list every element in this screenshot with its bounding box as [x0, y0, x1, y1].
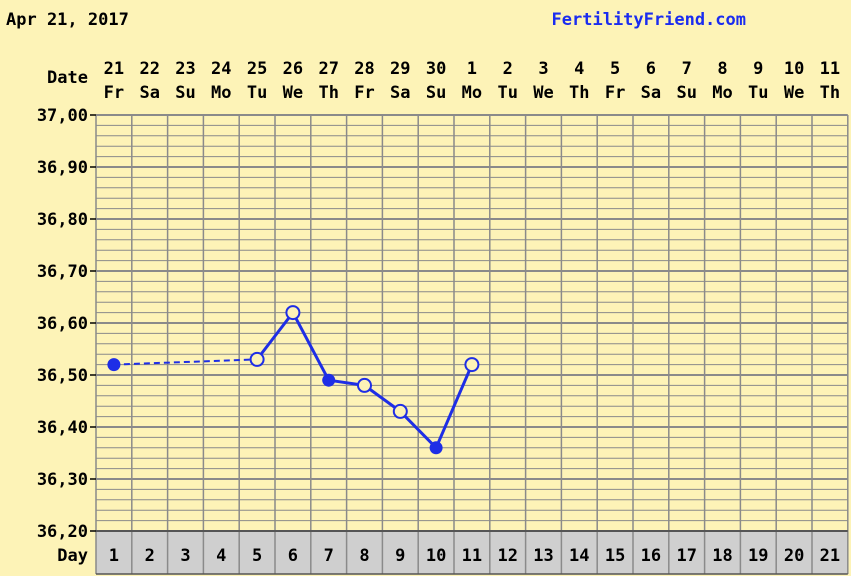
date-label: 9	[753, 59, 763, 79]
day-number-label: 3	[180, 546, 190, 566]
day-number-label: 16	[641, 546, 661, 566]
day-number-label: 2	[145, 546, 155, 566]
date-label: 5	[610, 59, 620, 79]
weekday-label: Sa	[139, 83, 159, 103]
weekday-label: We	[533, 83, 553, 103]
weekday-label: Tu	[748, 83, 768, 103]
weekday-label: Su	[175, 83, 195, 103]
date-label: 10	[784, 59, 804, 79]
y-tick-label: 36,60	[37, 314, 88, 334]
day-row-background	[96, 531, 848, 574]
day-number-label: 10	[426, 546, 446, 566]
date-label: 3	[538, 59, 548, 79]
date-label: 4	[574, 59, 584, 79]
date-label: 29	[390, 59, 410, 79]
day-number-label: 14	[569, 546, 589, 566]
y-tick-label: 36,90	[37, 158, 88, 178]
date-label: 22	[139, 59, 159, 79]
day-number-label: 21	[820, 546, 840, 566]
weekday-label: Mo	[462, 83, 482, 103]
weekday-label: Th	[318, 83, 338, 103]
date-label: 1	[467, 59, 477, 79]
day-number-label: 15	[605, 546, 625, 566]
date-label: 7	[682, 59, 692, 79]
y-tick-label: 36,50	[37, 366, 88, 386]
date-label: 30	[426, 59, 446, 79]
day-number-label: 13	[533, 546, 553, 566]
y-tick-label: 36,30	[37, 470, 88, 490]
temperature-point-filled	[429, 441, 443, 455]
date-label: 27	[318, 59, 338, 79]
day-row-label: Day	[57, 546, 88, 566]
day-number-label: 18	[712, 546, 732, 566]
date-label: 24	[211, 59, 231, 79]
temperature-point-open	[249, 351, 265, 367]
series-segment	[113, 358, 258, 366]
weekday-label: Fr	[104, 83, 124, 103]
date-label: 11	[820, 59, 840, 79]
weekday-label: Tu	[497, 83, 517, 103]
temperature-point-open	[285, 305, 301, 321]
date-label: 8	[717, 59, 727, 79]
day-number-label: 7	[324, 546, 334, 566]
day-number-label: 9	[395, 546, 405, 566]
series-segment	[434, 364, 474, 449]
date-label: 21	[104, 59, 124, 79]
site-link[interactable]: FertilityFriend.com	[552, 10, 746, 30]
weekday-label: Th	[820, 83, 840, 103]
weekday-label: Sa	[641, 83, 661, 103]
weekday-label: We	[784, 83, 804, 103]
date-label: 26	[283, 59, 303, 79]
date-label: 2	[503, 59, 513, 79]
day-number-label: 17	[676, 546, 696, 566]
temperature-point-filled	[107, 358, 121, 372]
chart-date: Apr 21, 2017	[6, 10, 129, 30]
day-number-label: 6	[288, 546, 298, 566]
weekday-label: Th	[569, 83, 589, 103]
day-number-label: 19	[748, 546, 768, 566]
y-tick-label: 36,70	[37, 262, 88, 282]
temperature-point-filled	[322, 373, 336, 387]
temperature-point-open	[464, 357, 480, 373]
weekday-label: We	[283, 83, 303, 103]
series-segment	[291, 311, 331, 381]
weekday-label: Su	[426, 83, 446, 103]
day-number-label: 20	[784, 546, 804, 566]
date-label: 25	[247, 59, 267, 79]
date-row-label: Date	[47, 68, 88, 88]
weekday-label: Fr	[605, 83, 625, 103]
day-number-label: 1	[109, 546, 119, 566]
y-tick-label: 36,80	[37, 210, 88, 230]
day-number-label: 11	[462, 546, 482, 566]
date-label: 23	[175, 59, 195, 79]
day-number-label: 5	[252, 546, 262, 566]
day-number-label: 4	[216, 546, 226, 566]
y-tick-label: 36,20	[37, 522, 88, 542]
date-label: 6	[646, 59, 656, 79]
day-number-label: 12	[497, 546, 517, 566]
series-segment	[399, 410, 438, 449]
date-label: 28	[354, 59, 374, 79]
temperature-point-open	[392, 403, 408, 419]
weekday-label: Fr	[354, 83, 374, 103]
y-tick-label: 36,40	[37, 418, 88, 438]
temperature-point-open	[357, 377, 372, 393]
weekday-label: Tu	[247, 83, 267, 103]
y-tick-label: 37,00	[37, 106, 88, 126]
weekday-label: Su	[676, 83, 696, 103]
weekday-label: Mo	[712, 83, 732, 103]
day-number-label: 8	[359, 546, 369, 566]
weekday-label: Mo	[211, 83, 231, 103]
weekday-label: Sa	[390, 83, 410, 103]
series-segment	[255, 311, 295, 361]
